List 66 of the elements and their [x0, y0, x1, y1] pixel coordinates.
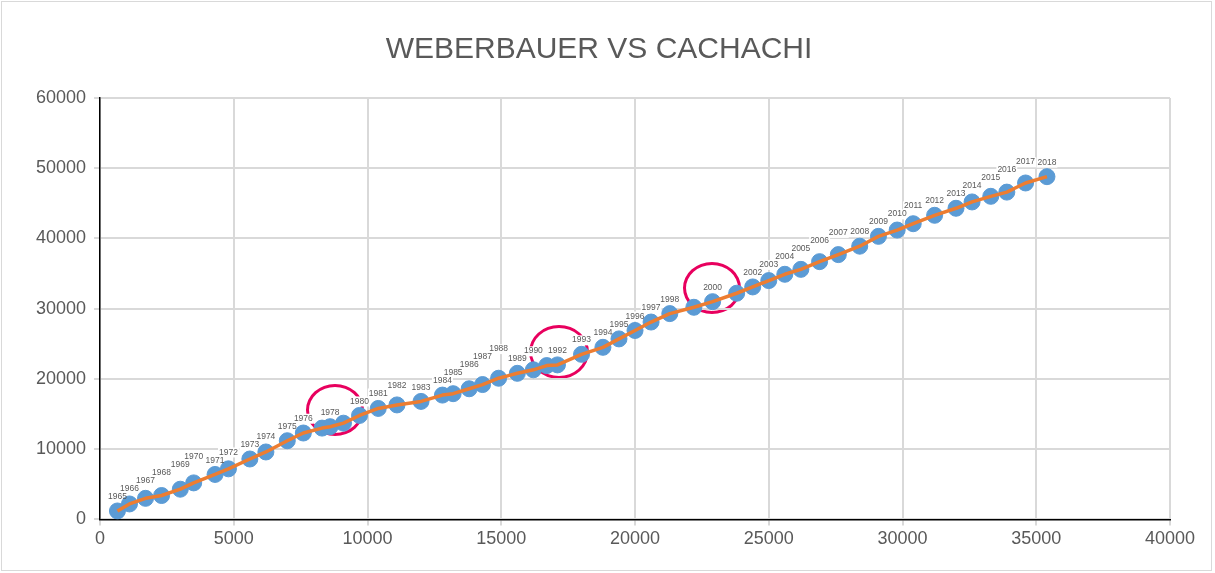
y-tick-label: 50000: [35, 157, 87, 178]
annotation: 2006: [810, 235, 830, 246]
annotation: 2000: [703, 281, 723, 292]
annotation: 2014: [962, 180, 982, 191]
annotation: 1974: [256, 431, 276, 442]
annotation: 2004: [775, 251, 795, 262]
annotation: 2013: [946, 188, 966, 199]
annotation: 1965: [107, 491, 128, 502]
annotation: 1992: [547, 344, 568, 355]
x-tick-label: 10000: [342, 528, 393, 549]
annotation: 2003: [759, 259, 779, 270]
annotation: 2011: [904, 200, 923, 211]
annotation: 1994: [593, 327, 613, 338]
x-tick-label: 30000: [877, 528, 928, 549]
annotation: 1993: [572, 334, 592, 345]
annotation: 1970: [184, 451, 204, 462]
annotation: 1998: [660, 293, 680, 304]
annotation: 1989: [507, 353, 528, 364]
annotation: 2010: [887, 208, 907, 219]
annotation: 1976: [293, 412, 314, 423]
annotation: 2002: [743, 267, 763, 278]
annotation: 2007: [828, 227, 849, 238]
y-tick-label: 20000: [35, 367, 87, 388]
x-tick-label: 35000: [1011, 528, 1062, 549]
annotation: 1966: [120, 483, 140, 494]
annotation: 1968: [152, 467, 172, 478]
annotation: 1967: [136, 475, 156, 486]
annotation: 2012: [925, 195, 945, 206]
x-tick-label: 20000: [610, 528, 661, 549]
annotation: 1981: [368, 387, 388, 398]
annotation: 2017: [1016, 156, 1036, 167]
annotation: 2005: [791, 243, 811, 254]
x-tick-label: 25000: [743, 528, 794, 549]
annotation: 1988: [489, 343, 509, 354]
annotation: 1982: [387, 379, 407, 390]
annotation: 1997: [641, 302, 661, 313]
annotation: 1984: [432, 375, 453, 386]
annotation: 1985: [443, 367, 463, 378]
x-tick-label: 5000: [213, 528, 254, 549]
annotation: 1975: [277, 420, 298, 431]
y-tick-label: 40000: [35, 227, 87, 248]
annotation: 2016: [997, 164, 1017, 175]
y-tick-label: 10000: [35, 438, 87, 459]
annotation: 2009: [868, 216, 889, 227]
annotation: 1983: [411, 381, 431, 392]
chart-title: WEBERBAUER VS CACHACHI: [385, 31, 813, 65]
y-tick-label: 0: [76, 508, 87, 529]
annotation: 1990: [523, 345, 544, 356]
annotation: 2018: [1037, 156, 1057, 167]
annotation: 1986: [459, 359, 479, 370]
annotation: 1972: [218, 446, 239, 457]
annotation: 1969: [170, 459, 191, 470]
annotation: 1978: [320, 406, 340, 417]
annotation: 2008: [850, 226, 870, 237]
annotation: 1980: [350, 395, 370, 406]
annotation: 1987: [473, 351, 493, 362]
x-tick-label: 0: [95, 528, 106, 549]
annotation: 1996: [625, 310, 645, 321]
y-tick-label: 60000: [35, 86, 87, 107]
annotation: 2015: [981, 172, 1001, 183]
x-tick-label: 40000: [1144, 528, 1196, 549]
x-tick-label: 15000: [476, 528, 527, 549]
annotation: 1995: [609, 318, 629, 329]
annotation: 1973: [240, 439, 260, 450]
y-tick-label: 30000: [35, 297, 87, 318]
annotation: 1971: [205, 454, 225, 465]
